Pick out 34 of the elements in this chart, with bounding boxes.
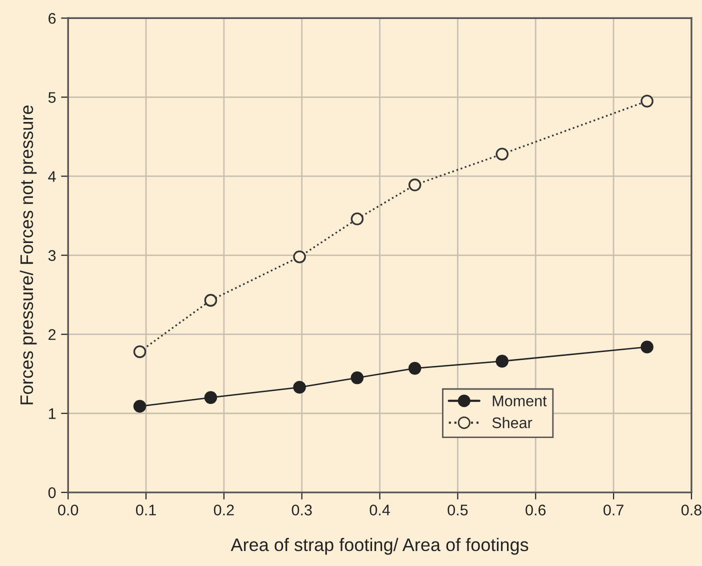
x-tick-label: 0.8: [681, 504, 702, 516]
x-tick-label: 0.6: [526, 504, 546, 516]
point: [350, 371, 364, 384]
point: [204, 391, 218, 404]
x-tick-label: 0.5: [448, 504, 468, 516]
point: [408, 362, 422, 375]
x-axis-title: Area of strap footing/ Area of footings: [230, 538, 528, 555]
y-tick-label: 1: [48, 408, 56, 419]
point: [293, 250, 306, 264]
x-tick-label: 0.3: [292, 504, 312, 516]
point: [350, 212, 364, 226]
legend-label: Moment: [492, 396, 547, 406]
point: [133, 400, 146, 413]
y-tick-label: 4: [48, 171, 56, 182]
point: [496, 354, 509, 368]
point: [133, 345, 146, 358]
x-tick-label: 0.4: [370, 504, 390, 516]
point: [204, 294, 218, 307]
legend-label: Shear: [492, 416, 532, 428]
y-tick-label: 5: [48, 92, 56, 103]
x-tick-label: 0.1: [136, 504, 156, 516]
point: [640, 340, 654, 354]
point: [496, 148, 509, 160]
point: [408, 178, 422, 192]
y-tick-label: 3: [48, 250, 56, 261]
x-tick-label: 0.2: [214, 504, 234, 516]
x-tick-label: 0.7: [604, 504, 624, 516]
y-tick-label: 0: [48, 487, 56, 498]
x-tick-label: 0.0: [58, 504, 78, 516]
y-tick-label: 2: [48, 329, 56, 340]
y-axis-title: Forces pressure/ Forces not pressure: [20, 106, 37, 404]
point: [293, 380, 306, 394]
y-tick-label: 6: [48, 12, 56, 24]
point: [640, 94, 654, 108]
